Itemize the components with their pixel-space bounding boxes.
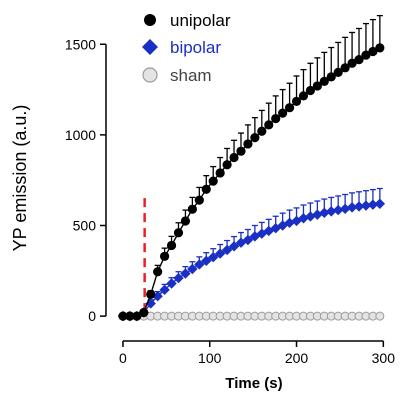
data-point-bipolar: [228, 241, 240, 252]
data-point-bipolar: [360, 200, 372, 211]
data-point-bipolar: [256, 228, 268, 239]
legend: unipolar bipolar sham: [142, 11, 231, 85]
data-point-sham: [375, 311, 385, 321]
data-point-unipolar: [243, 139, 253, 149]
y-tick-label: 1500: [65, 36, 96, 52]
series-bipolar: [117, 187, 386, 322]
data-point-bipolar: [235, 237, 247, 248]
x-axis-title: Time (s): [225, 375, 282, 392]
data-point-bipolar: [221, 244, 233, 256]
data-point-unipolar: [180, 216, 191, 226]
data-point-bipolar: [159, 284, 170, 296]
data-point-bipolar: [145, 298, 156, 309]
data-point-unipolar: [139, 307, 149, 318]
data-point-unipolar: [118, 311, 128, 321]
data-point-unipolar: [166, 240, 177, 251]
data-point-bipolar: [277, 220, 288, 231]
data-point-unipolar: [375, 43, 385, 53]
series-line-unipolar: [122, 47, 381, 317]
series-sham: [118, 311, 385, 321]
x-tick-label: 200: [285, 350, 309, 366]
data-point-unipolar: [326, 72, 336, 82]
data-point-unipolar: [215, 168, 225, 178]
data-point-unipolar: [305, 85, 316, 96]
data-point-bipolar: [284, 217, 295, 228]
data-point-unipolar: [236, 146, 246, 156]
data-point-bipolar: [339, 203, 351, 215]
data-point-bipolar: [367, 199, 379, 210]
data-point-bipolar: [208, 252, 219, 263]
data-point-bipolar: [187, 263, 198, 275]
data-point-unipolar: [264, 120, 274, 130]
x-tick-label: 0: [119, 350, 127, 366]
axes: 0 500 1000 1500 0 100 200 300: [65, 36, 395, 366]
data-point-unipolar: [298, 91, 309, 101]
y-tick-label: 500: [73, 218, 97, 234]
data-point-bipolar: [353, 201, 365, 212]
data-point-unipolar: [160, 251, 170, 261]
series-line-bipolar: [122, 203, 380, 317]
data-point-bipolar: [332, 204, 344, 216]
y-tick-label: 1000: [65, 127, 96, 143]
data-point-unipolar: [319, 76, 329, 87]
data-point-unipolar: [222, 160, 232, 170]
legend-label-sham: sham: [170, 66, 212, 85]
plot-area: [117, 14, 386, 322]
data-point-bipolar: [326, 206, 337, 217]
data-point-unipolar: [194, 195, 204, 205]
data-point-unipolar: [208, 176, 218, 186]
legend-marker-unipolar: [144, 14, 156, 26]
data-point-bipolar: [374, 198, 386, 209]
data-point-unipolar: [173, 228, 184, 238]
data-point-unipolar: [250, 132, 260, 143]
data-point-unipolar: [361, 50, 371, 60]
data-point-unipolar: [257, 126, 267, 136]
data-point-unipolar: [368, 46, 378, 57]
data-point-unipolar: [132, 311, 142, 321]
data-point-bipolar: [249, 231, 261, 242]
data-point-unipolar: [125, 311, 135, 321]
data-point-bipolar: [214, 248, 226, 259]
legend-label-bipolar: bipolar: [170, 38, 221, 57]
data-point-bipolar: [291, 215, 302, 227]
data-point-unipolar: [201, 184, 211, 194]
data-point-unipolar: [291, 96, 302, 106]
data-point-unipolar: [278, 108, 288, 118]
x-tick-label: 300: [372, 350, 396, 366]
data-point-bipolar: [242, 234, 254, 246]
data-point-unipolar: [153, 267, 163, 277]
data-point-bipolar: [312, 209, 323, 220]
y-axis-title: YP emission (a.u.): [10, 105, 30, 252]
data-point-unipolar: [146, 289, 156, 299]
data-point-unipolar: [312, 81, 322, 91]
legend-marker-bipolar: [142, 39, 158, 55]
data-point-bipolar: [180, 268, 191, 279]
data-point-unipolar: [229, 152, 239, 163]
data-point-unipolar: [187, 204, 197, 214]
data-point-bipolar: [166, 278, 177, 289]
data-point-bipolar: [319, 207, 330, 219]
data-point-unipolar: [347, 58, 357, 68]
data-point-unipolar: [271, 113, 281, 124]
data-point-unipolar: [333, 67, 343, 77]
x-tick-label: 100: [198, 350, 222, 366]
data-point-unipolar: [354, 55, 364, 65]
data-point-bipolar: [173, 272, 184, 284]
data-point-unipolar: [340, 63, 350, 73]
legend-marker-sham: [142, 67, 158, 83]
data-point-bipolar: [201, 255, 212, 267]
legend-label-unipolar: unipolar: [170, 11, 231, 30]
series-unipolar: [118, 14, 385, 321]
data-point-bipolar: [346, 202, 358, 213]
y-tick-label: 0: [88, 308, 96, 324]
data-point-unipolar: [284, 103, 295, 113]
data-point-bipolar: [194, 259, 205, 270]
